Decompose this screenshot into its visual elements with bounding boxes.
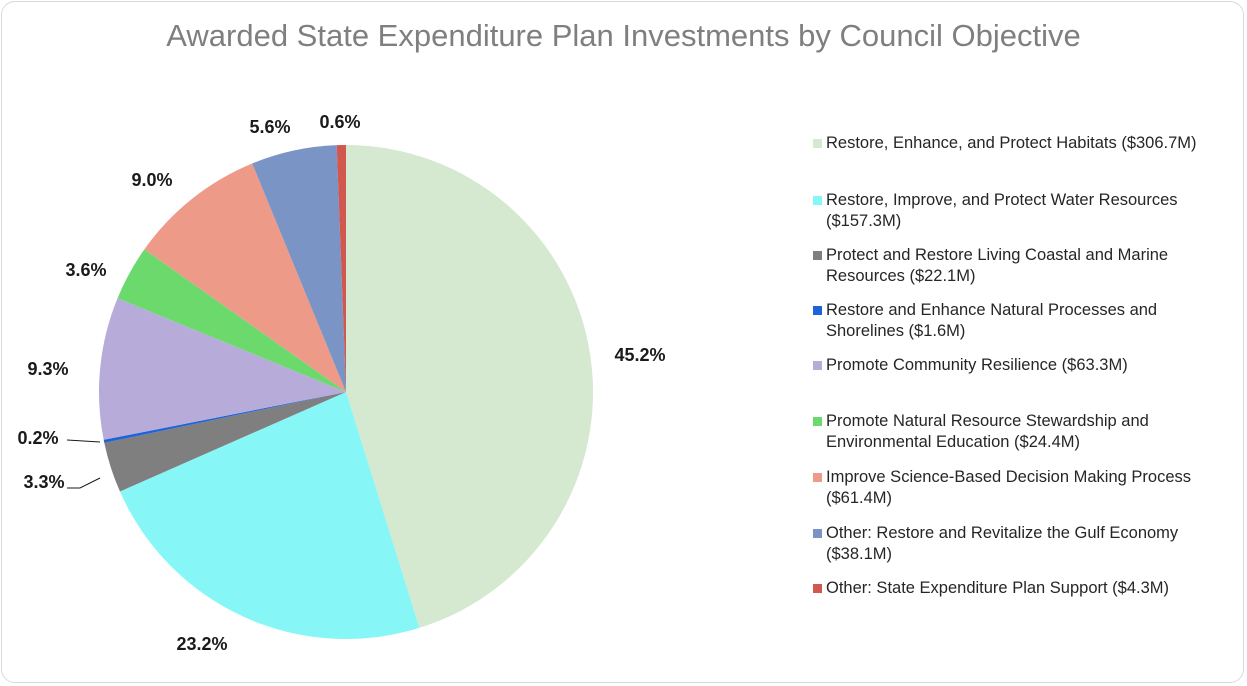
- legend-swatch: [813, 196, 822, 205]
- data-label-8: 5.6%: [249, 117, 290, 137]
- legend-label: Restore, Improve, and Protect Water Reso…: [826, 191, 1178, 230]
- data-label-4: 0.2%: [17, 428, 58, 448]
- data-label-6: 3.6%: [65, 260, 106, 280]
- legend-label: Improve Science-Based Decision Making Pr…: [826, 468, 1191, 507]
- pie-slice-7: [144, 163, 346, 392]
- legend-label: Promote Community Resilience ($63.3M): [826, 356, 1128, 374]
- legend-swatch: [813, 361, 822, 370]
- legend-label: Restore, Enhance, and Protect Habitats (…: [826, 134, 1197, 152]
- pie-slice-1: [346, 145, 594, 628]
- chart-title: Awarded State Expenditure Plan Investmen…: [166, 18, 1081, 53]
- pie-slice-8: [252, 145, 346, 392]
- legend-label: Other: State Expenditure Plan Support ($…: [826, 579, 1170, 597]
- leader-line-4: [66, 439, 101, 443]
- leader-line-3: [67, 477, 101, 489]
- legend-swatch: [813, 417, 822, 426]
- pie-slice-5: [99, 298, 346, 440]
- data-label-7: 9.0%: [131, 170, 172, 190]
- legend-label: Protect and Restore Living Coastal and M…: [826, 246, 1169, 285]
- legend-swatch: [813, 251, 822, 260]
- legend-swatch: [813, 473, 822, 482]
- pie-slice-6: [117, 249, 347, 392]
- data-label-9: 0.6%: [319, 112, 360, 132]
- legend-swatch: [813, 306, 822, 315]
- legend-swatch: [813, 529, 822, 538]
- pie-slice-9: [336, 145, 346, 392]
- data-label-5: 9.3%: [27, 359, 68, 379]
- data-label-1: 45.2%: [614, 345, 665, 365]
- data-label-2: 23.2%: [176, 634, 227, 654]
- pie-slice-3: [104, 392, 346, 492]
- legend-swatch: [813, 139, 822, 148]
- legend-swatch: [813, 584, 822, 593]
- legend-label: Other: Restore and Revitalize the Gulf E…: [826, 524, 1179, 563]
- pie-slice-4: [103, 392, 346, 443]
- legend-label: Promote Natural Resource Stewardship and…: [826, 412, 1149, 451]
- data-label-3: 3.3%: [23, 472, 64, 492]
- legend-label: Restore and Enhance Natural Processes an…: [826, 301, 1158, 340]
- pie-slice-2: [119, 392, 420, 640]
